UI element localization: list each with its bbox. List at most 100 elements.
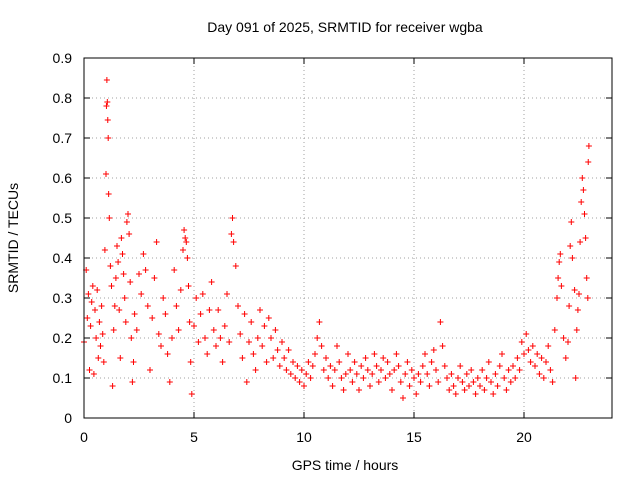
data-point (585, 143, 592, 149)
x-tick-label: 15 (406, 429, 422, 445)
data-point (257, 307, 263, 313)
data-point (250, 351, 257, 357)
data-point (109, 383, 116, 389)
data-point (283, 367, 290, 373)
data-point (455, 375, 461, 381)
data-point (573, 327, 580, 333)
data-point (290, 359, 296, 365)
data-point (417, 379, 424, 385)
data-point (107, 263, 114, 269)
data-point (204, 351, 211, 357)
data-point (298, 367, 305, 373)
data-point (296, 379, 303, 385)
data-point (358, 363, 365, 369)
data-point (433, 367, 439, 373)
data-point (481, 387, 488, 393)
x-tick-label: 0 (80, 429, 88, 445)
data-point (270, 355, 277, 361)
data-point (428, 359, 435, 365)
data-point (529, 343, 536, 349)
data-point (334, 343, 340, 349)
data-point (446, 387, 453, 393)
data-point (327, 363, 334, 369)
data-point (538, 355, 545, 361)
data-point (312, 351, 318, 357)
data-point (272, 327, 279, 333)
data-point (557, 251, 564, 257)
data-point (415, 371, 422, 377)
data-point (568, 219, 575, 225)
data-point (142, 267, 149, 273)
data-point (527, 359, 534, 365)
data-point (362, 355, 369, 361)
data-point (144, 303, 151, 309)
data-point (87, 323, 94, 329)
y-tick-label: 0.8 (53, 90, 73, 106)
data-point (371, 351, 378, 357)
data-point (360, 375, 367, 381)
data-point (95, 355, 102, 361)
data-point (126, 231, 133, 237)
data-point (120, 271, 127, 277)
data-point (413, 391, 420, 397)
data-point (108, 283, 115, 289)
data-point (199, 291, 206, 297)
data-point (369, 371, 376, 377)
data-point (375, 379, 382, 385)
data-point (140, 251, 147, 257)
data-point (499, 351, 505, 357)
axis-ticks (83, 57, 612, 419)
data-point (395, 363, 402, 369)
data-point (501, 375, 508, 381)
data-point (121, 295, 128, 301)
data-point (103, 77, 110, 83)
data-point (349, 379, 356, 385)
data-point (490, 391, 497, 397)
data-point (518, 339, 525, 345)
data-point (259, 343, 266, 349)
data-point (448, 371, 455, 377)
data-point (138, 291, 145, 297)
data-point (285, 347, 292, 353)
data-point (560, 335, 567, 341)
data-point (84, 315, 91, 321)
data-point (435, 379, 442, 385)
data-point (534, 351, 541, 357)
data-point (217, 335, 224, 341)
data-point (318, 343, 325, 349)
data-point (406, 383, 413, 389)
data-point (160, 295, 167, 301)
data-point (316, 319, 323, 325)
data-point (97, 343, 104, 349)
data-point (582, 235, 589, 241)
data-point (523, 331, 530, 337)
data-point (263, 359, 270, 365)
chart-title: Day 091 of 2025, SRMTID for receiver wgb… (207, 19, 483, 35)
data-point (347, 367, 354, 373)
data-point (329, 383, 336, 389)
data-point (441, 363, 448, 369)
data-point (184, 255, 191, 261)
data-point (100, 359, 107, 365)
data-point (131, 311, 138, 317)
data-point (470, 379, 477, 385)
data-point (181, 227, 188, 233)
data-point (577, 239, 584, 245)
data-point (554, 295, 560, 301)
data-point (378, 367, 384, 373)
data-point (93, 335, 100, 341)
data-point (551, 327, 558, 333)
data-point (149, 315, 156, 321)
data-point (279, 339, 285, 345)
data-point (96, 319, 103, 325)
data-point (177, 287, 184, 293)
data-point (323, 355, 329, 361)
data-point (525, 347, 532, 353)
data-point (86, 367, 93, 373)
data-point (584, 295, 591, 301)
data-point (103, 103, 110, 109)
data-point (540, 375, 547, 381)
data-point (228, 231, 235, 237)
data-point (579, 175, 586, 181)
